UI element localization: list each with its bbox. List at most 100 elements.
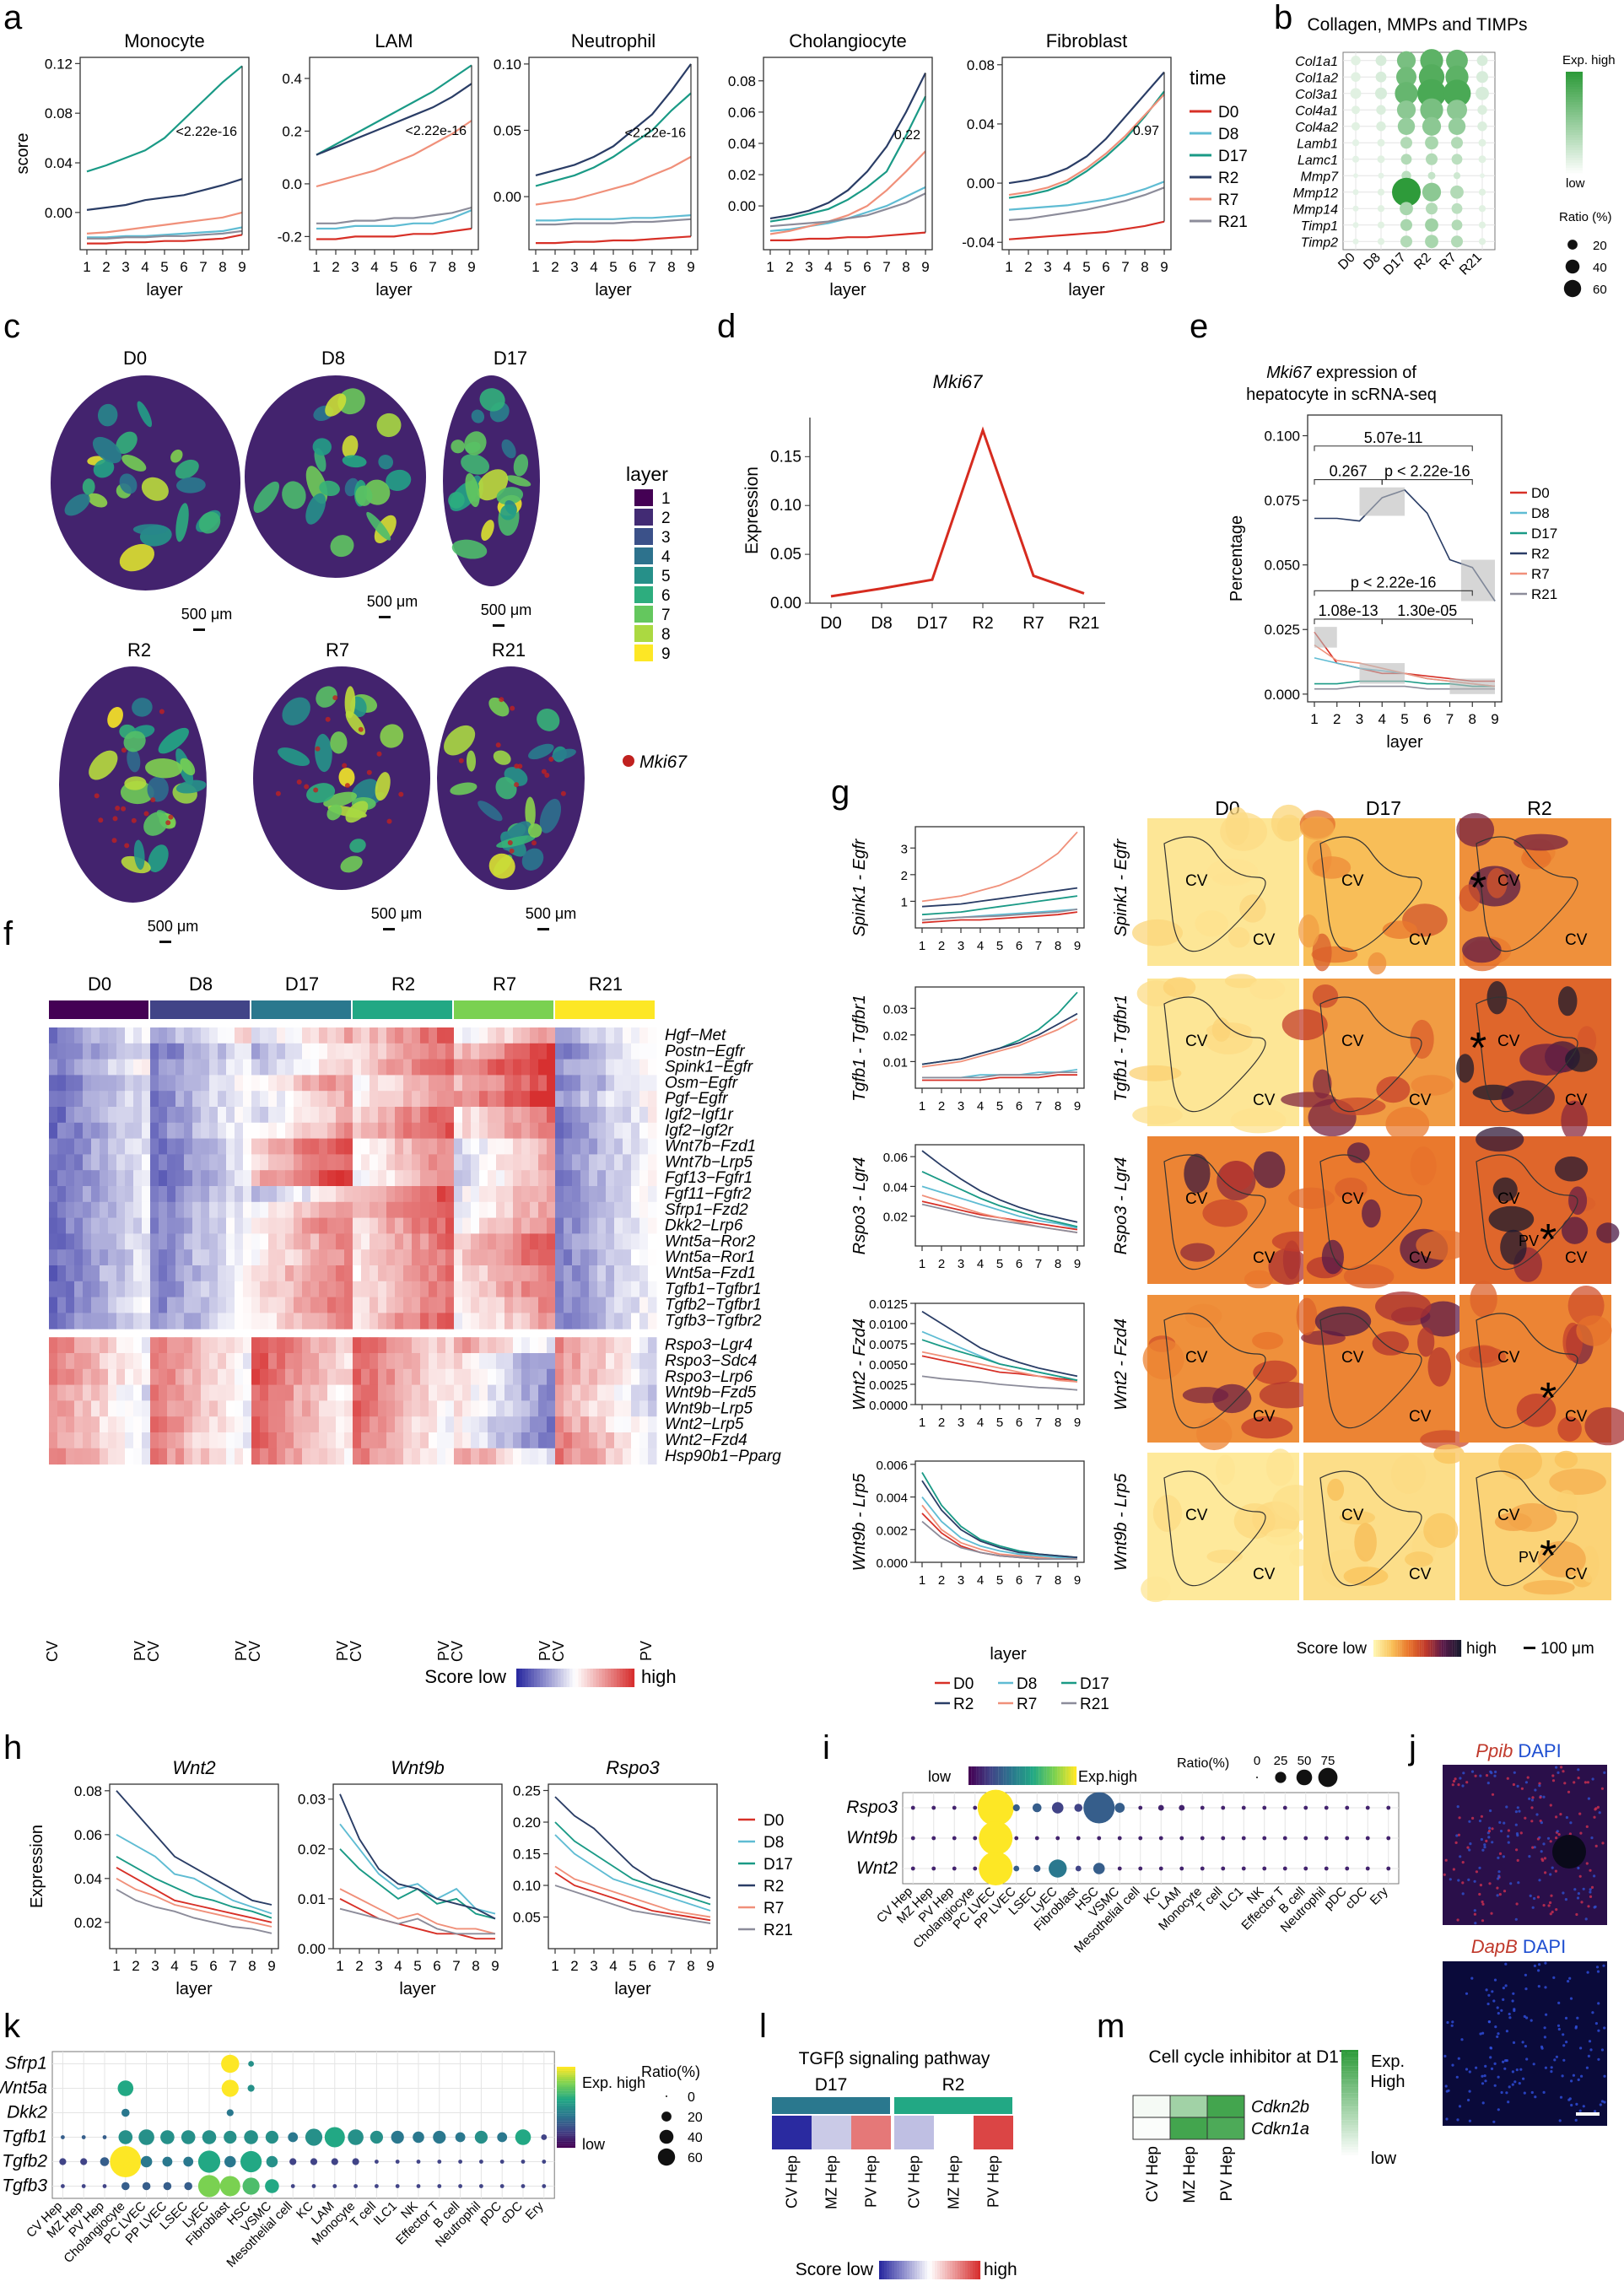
heatmap-f-cell	[74, 1043, 84, 1060]
heatmap-f-row-label: Wnt5a−Fzd1	[665, 1265, 756, 1282]
heatmap-f-cell	[614, 1432, 623, 1449]
chart-g-1-ytick-label: 0.02	[883, 1029, 908, 1044]
heatmap-f-cell	[353, 1154, 362, 1171]
fluor-top-signal	[1507, 1829, 1510, 1832]
heatmap-f-cell	[108, 1027, 117, 1044]
heatmap-f-cell	[336, 1107, 345, 1124]
heatmap-f-cell	[57, 1027, 67, 1044]
chart-e-title-gene: Mki67	[1266, 364, 1312, 382]
heatmap-m-legend-step	[1341, 2068, 1358, 2072]
heatmap-f-cell	[108, 1091, 117, 1108]
heatmap-f-cell	[133, 1201, 143, 1219]
fluor-top-signal	[1564, 1898, 1567, 1901]
heatmap-f-cell	[91, 1027, 100, 1044]
chart-a2-series-d17	[316, 64, 472, 156]
heatmap-f-cell	[285, 1368, 294, 1386]
heatmap-f-cell	[285, 1384, 294, 1401]
chart-g-1-xtick-label: 7	[1035, 1099, 1042, 1114]
heatmap-f-cell	[327, 1337, 337, 1354]
fluor-bottom-signal	[1445, 2090, 1449, 2093]
heatmap-f-cell	[116, 1107, 126, 1124]
fluor-bottom-signal	[1544, 2066, 1547, 2069]
fluor-top-signal	[1589, 1895, 1593, 1898]
heatmap-f-cell	[150, 1233, 159, 1250]
heatmap-f-cell	[614, 1138, 623, 1155]
chart-g-4-ytick-label: 0.006	[876, 1459, 908, 1473]
g-spatial-map-contour	[1319, 1470, 1422, 1587]
chart-a5-ytick-label: -0.04	[962, 235, 995, 251]
heatmap-f-cell	[336, 1400, 345, 1417]
heatmap-f-cell	[327, 1091, 337, 1108]
heatmap-m-title: Cell cycle inhibitor at D17	[1149, 2047, 1349, 2067]
chart-a5-ytick-label: 0.08	[967, 57, 995, 73]
dotplot-i-dot	[973, 1836, 978, 1841]
heatmap-f-cell	[209, 1265, 219, 1282]
heatmap-f-cell	[260, 1384, 269, 1401]
g-legend-low: Score low	[1297, 1640, 1368, 1658]
heatmap-f-cell	[386, 1313, 396, 1329]
heatmap-f-cell	[184, 1337, 193, 1354]
heatmap-f-cell	[235, 1107, 244, 1124]
heatmap-f-cell	[403, 1075, 413, 1092]
heatmap-f-cell	[336, 1337, 345, 1354]
heatmap-f-cell	[420, 1448, 429, 1465]
dotplot-b-color-legend-step	[1566, 153, 1583, 156]
heatmap-f-cell	[319, 1075, 328, 1092]
mki67-dot	[150, 797, 156, 803]
heatmap-f-cell	[589, 1027, 598, 1044]
heatmap-f-axis-label: PV	[537, 1641, 553, 1661]
heatmap-f-cell	[361, 1265, 370, 1282]
dotplot-i-color-legend-step	[1003, 1766, 1006, 1785]
heatmap-m-cell	[1206, 2117, 1245, 2140]
heatmap-f-cell	[504, 1170, 514, 1187]
scale-bar	[379, 616, 391, 618]
dotplot-b-dot	[1480, 173, 1485, 179]
heatmap-f-cell	[412, 1281, 421, 1298]
fluor-top-signal	[1601, 1842, 1605, 1845]
heatmap-f-cell	[353, 1432, 362, 1449]
heatmap-f-cell	[547, 1313, 556, 1329]
heatmap-f-cell	[547, 1416, 556, 1433]
heatmap-f-cell	[437, 1249, 446, 1266]
heatmap-f-cell	[471, 1075, 480, 1092]
chart-g-4-series-r2	[921, 1480, 1078, 1559]
heatmap-f-cell	[184, 1154, 193, 1171]
heatmap-f-cell	[555, 1353, 564, 1370]
spatial-map-zone	[488, 853, 515, 879]
heatmap-f-cell	[159, 1122, 168, 1140]
heatmap-f-cell	[412, 1201, 421, 1219]
chart-a3-xtick-label: 2	[551, 259, 558, 275]
heatmap-f-cell	[192, 1107, 202, 1124]
dotplot-b-dot	[1377, 205, 1385, 213]
heatmap-l-group-label: D17	[815, 2075, 848, 2095]
dotplot-b-dot	[1477, 105, 1487, 115]
heatmap-f-cell	[386, 1265, 396, 1282]
heatmap-f-cell	[83, 1448, 92, 1465]
heatmap-f-cell	[631, 1281, 640, 1298]
fluor-top-signal	[1491, 1841, 1494, 1844]
dotplot-i-dot	[1241, 1836, 1246, 1841]
heatmap-f-cell	[268, 1432, 278, 1449]
heatmap-f-cell	[192, 1043, 202, 1060]
heatmap-f-cell	[471, 1368, 480, 1386]
heatmap-f-cell	[294, 1297, 303, 1313]
heatmap-f-cell	[344, 1265, 353, 1282]
heatmap-f-cell	[580, 1368, 590, 1386]
heatmap-f-cell	[125, 1186, 134, 1203]
heatmap-f-cell	[167, 1249, 176, 1266]
heatmap-f-cell	[386, 1059, 396, 1076]
chart-a1-xlabel: layer	[146, 281, 183, 299]
fluor-bottom-signal	[1519, 2068, 1523, 2071]
chart-g-3-series-r21	[921, 1375, 1078, 1391]
heatmap-f-cell	[277, 1233, 286, 1250]
dotplot-k-dot	[499, 2184, 504, 2188]
heatmap-f-cell	[243, 1281, 252, 1298]
heatmap-f-cell	[479, 1249, 488, 1266]
heatmap-f-cell	[479, 1281, 488, 1298]
heatmap-f-cell	[513, 1233, 522, 1250]
heatmap-l-legend-step	[904, 2261, 908, 2279]
heatmap-f-cell	[100, 1201, 109, 1219]
heatmap-f-legend-step	[534, 1669, 537, 1687]
heatmap-f-cell	[462, 1281, 472, 1298]
